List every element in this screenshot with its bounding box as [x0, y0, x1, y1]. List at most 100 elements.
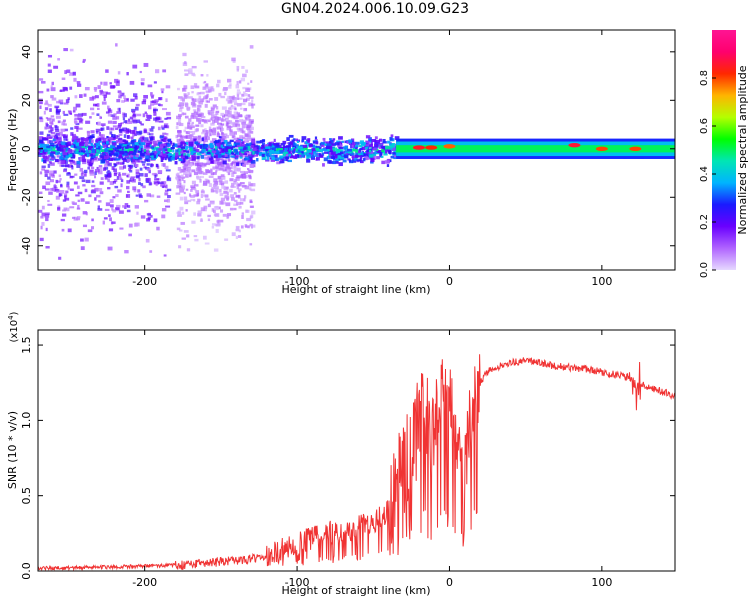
heat-cell [69, 206, 75, 209]
heat-cell [117, 71, 121, 75]
heat-cell [351, 159, 357, 163]
heat-cell [290, 155, 294, 158]
heat-cell [221, 175, 226, 180]
heat-cell [230, 152, 235, 155]
heat-cell [98, 131, 102, 136]
heat-cell [191, 91, 194, 94]
heat-cell [157, 139, 162, 144]
heat-cell [44, 107, 49, 111]
heat-cell [48, 130, 53, 133]
heat-cell [191, 220, 196, 224]
heat-cell [315, 141, 319, 145]
heat-cell [80, 118, 84, 122]
heat-cell [67, 186, 70, 190]
x-tick-label: 100 [591, 275, 612, 288]
heat-cell [88, 194, 92, 198]
heat-cell [91, 180, 95, 183]
heat-cell [184, 115, 189, 119]
heat-cell [126, 158, 131, 163]
heat-cell [200, 91, 205, 95]
heat-cell [190, 123, 194, 128]
heat-cell [213, 248, 219, 252]
heat-cell [50, 143, 55, 147]
heat-cell [164, 143, 168, 147]
heat-cell [134, 163, 139, 168]
heat-cell [136, 159, 140, 163]
heat-cell [220, 148, 225, 153]
heat-cell [46, 147, 52, 151]
heat-cell [236, 80, 239, 85]
heat-cell [40, 143, 45, 148]
heat-cell [91, 112, 95, 115]
heat-cell [122, 113, 125, 118]
heat-cell [229, 106, 232, 111]
heat-cell [350, 152, 355, 156]
heat-cell [63, 207, 68, 211]
heat-cell [43, 159, 47, 164]
heat-cell [325, 145, 331, 149]
heat-cell [227, 99, 233, 104]
heat-cell [178, 96, 183, 99]
heat-cell [90, 143, 93, 146]
heat-cell [170, 146, 175, 150]
heat-cell [116, 111, 121, 114]
heat-cell [148, 181, 152, 186]
heat-cell [40, 225, 43, 230]
y-tick-label: 20 [20, 93, 33, 107]
heat-cell [43, 110, 46, 115]
heat-cell [243, 198, 246, 202]
heat-cell [163, 124, 168, 128]
heat-cell [67, 228, 72, 233]
y-tick-label: 0.5 [20, 487, 33, 505]
heat-cell [46, 126, 52, 130]
heat-cell [39, 237, 44, 242]
heat-cell [63, 158, 68, 161]
heat-cell [139, 167, 143, 171]
heat-cell [229, 83, 232, 87]
heat-cell [100, 81, 103, 85]
heat-cell [109, 181, 114, 186]
heat-cell [270, 158, 276, 162]
heat-cell [141, 137, 145, 141]
heat-cell [53, 139, 59, 142]
heat-cell [102, 142, 105, 145]
heat-cell [142, 99, 147, 102]
heat-cell [77, 199, 80, 203]
heat-cell [191, 155, 197, 160]
heat-cell [143, 166, 147, 169]
heat-cell [105, 160, 110, 163]
heat-cell [65, 99, 70, 103]
heat-cell [89, 135, 95, 139]
heat-cell [153, 218, 158, 223]
heat-cell [238, 127, 244, 131]
heat-cell [320, 143, 325, 147]
heat-cell [162, 151, 166, 154]
heat-cell [118, 154, 123, 158]
heat-cell [75, 103, 81, 108]
heat-cell [122, 139, 127, 143]
heat-cell [82, 224, 88, 228]
heat-cell [243, 93, 248, 97]
heat-cell [44, 126, 47, 130]
heat-cell [119, 227, 124, 230]
heat-cell [49, 179, 55, 183]
heat-cell [97, 138, 102, 142]
heat-cell [202, 183, 208, 186]
heat-cell [126, 209, 131, 213]
heat-cell [95, 122, 99, 125]
heat-cell [184, 126, 190, 130]
heat-cell [246, 125, 252, 128]
heat-cell [226, 146, 232, 150]
heat-cell [117, 135, 120, 138]
heat-cell [198, 95, 202, 100]
heat-cell [187, 142, 190, 146]
heat-cell [89, 172, 95, 176]
heat-cell [376, 149, 379, 152]
heat-cell [243, 157, 247, 161]
heat-cell [216, 161, 222, 166]
heat-cell [169, 155, 175, 159]
heat-cell [196, 176, 201, 180]
heat-cell [197, 210, 203, 214]
heat-cell [183, 152, 186, 156]
heat-cell [134, 145, 138, 149]
